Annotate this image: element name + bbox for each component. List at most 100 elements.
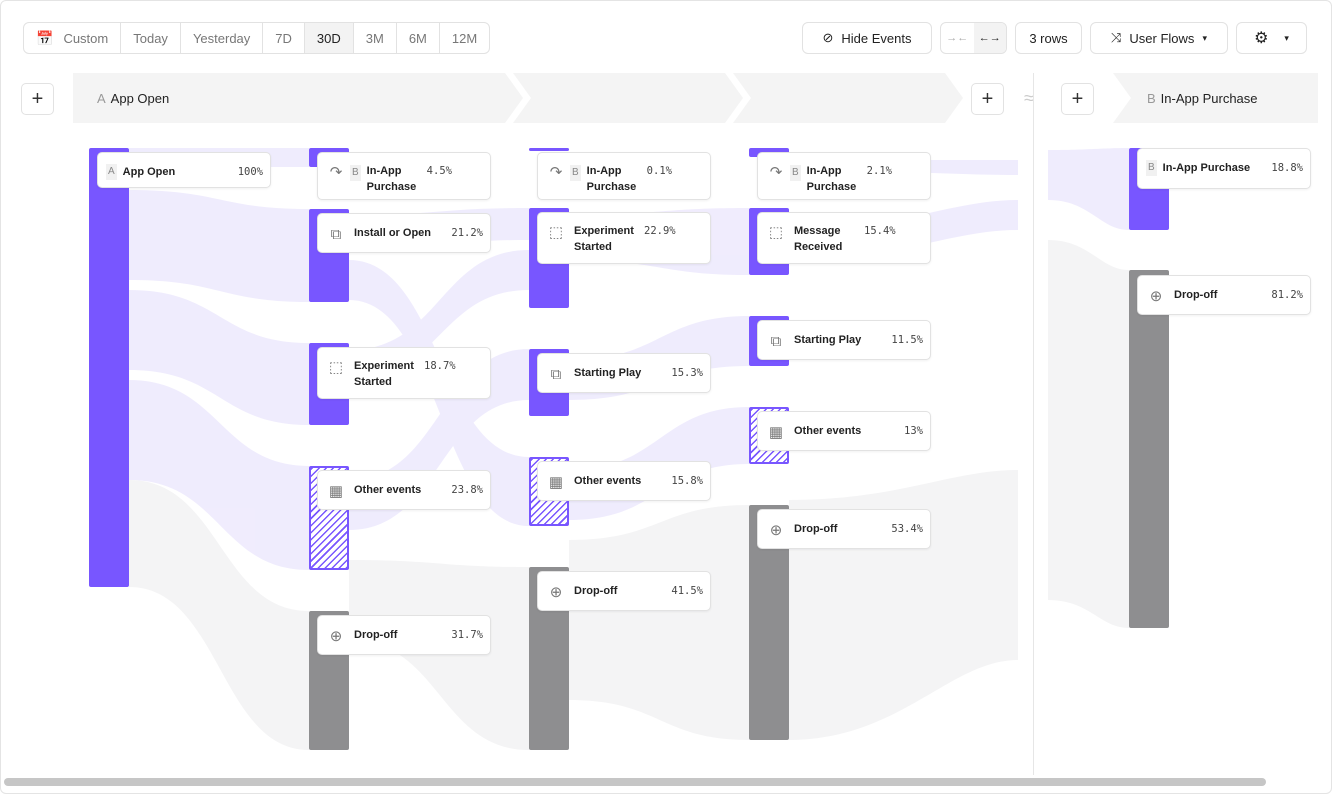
node-label: In-App Purchase — [366, 165, 417, 193]
dropoff-bar[interactable] — [1129, 270, 1169, 628]
node-label: Other events — [574, 475, 642, 487]
node-card[interactable]: ▦ Other events 13% — [757, 411, 931, 451]
node-card[interactable]: ▦ Other events 15.8% — [537, 461, 711, 501]
date-range-today[interactable]: Today — [121, 23, 181, 53]
cursor-click-icon: ⬚ — [328, 359, 344, 376]
copy-icon: ⧉ — [330, 226, 342, 243]
date-range-7d[interactable]: 7D — [263, 23, 305, 53]
node-percent: 21.2% — [451, 227, 483, 239]
date-range-3m[interactable]: 3M — [354, 23, 397, 53]
node-card[interactable]: ⬚ Message Received 15.4% — [757, 212, 931, 264]
node-card[interactable]: ⧉ Starting Play 11.5% — [757, 320, 931, 360]
node-card[interactable]: ↷ B In-App Purchase 0.1% — [537, 152, 711, 200]
node-label: Drop-off — [354, 629, 398, 641]
node-percent: 41.5% — [671, 585, 703, 597]
collapse-icon[interactable]: →← — [946, 32, 969, 44]
grid-icon: ▦ — [328, 483, 344, 500]
add-step-before-button[interactable]: + — [21, 83, 54, 115]
node-card[interactable]: ↷ B In-App Purchase 2.1% — [757, 152, 931, 200]
node-label: Experiment Started — [354, 360, 414, 388]
arrow-down-circle-icon: ⊕ — [549, 584, 563, 601]
node-percent: 81.2% — [1271, 289, 1303, 301]
cursor-click-icon: ⬚ — [768, 224, 784, 241]
node-card[interactable]: ↷ B In-App Purchase 4.5% — [317, 152, 491, 200]
step-header-empty — [513, 73, 743, 123]
node-percent: 15.8% — [671, 475, 703, 487]
node-label: Message Received — [794, 225, 843, 253]
dropoff-link[interactable] — [129, 480, 309, 750]
step-letter-badge: A — [106, 164, 117, 180]
node-card[interactable]: A App Open 100% — [97, 152, 271, 188]
flow-link[interactable] — [1048, 148, 1129, 230]
node-card[interactable]: ⧉ Starting Play 15.3% — [537, 353, 711, 393]
date-range-selector[interactable]: 📅 Custom Today Yesterday 7D 30D 3M 6M 12M — [23, 22, 491, 54]
redirect-icon: ↷ — [769, 164, 783, 181]
date-range-30d[interactable]: 30D — [304, 23, 354, 53]
gap-divider — [1033, 73, 1034, 775]
node-percent: 0.1% — [646, 165, 672, 177]
view-selector[interactable]: ⤨ User Flows ▾ — [1090, 22, 1228, 54]
add-step-button[interactable]: + — [971, 83, 1004, 115]
cursor-click-icon: ⬚ — [548, 224, 564, 241]
dropoff-link[interactable] — [349, 560, 529, 750]
step-b-label[interactable]: B In-App Purchase — [1147, 91, 1258, 106]
chart-icon: ⤨ — [1111, 30, 1122, 45]
node-label: In-App Purchase — [806, 165, 857, 193]
node-percent: 11.5% — [891, 334, 923, 346]
node-card[interactable]: ▦ Other events 23.8% — [317, 470, 491, 510]
node-label: Starting Play — [794, 334, 862, 346]
step-letter-badge: B — [1146, 160, 1157, 176]
node-label: In-App Purchase — [1162, 162, 1251, 174]
event-bar[interactable] — [529, 148, 569, 151]
step-a-label[interactable]: A App Open — [97, 91, 170, 106]
node-percent: 2.1% — [866, 165, 892, 177]
node-label: App Open — [122, 166, 176, 178]
node-label: In-App Purchase — [586, 165, 637, 193]
node-card[interactable]: ⊕ Drop-off 31.7% — [317, 615, 491, 655]
horizontal-scrollbar[interactable] — [4, 778, 1266, 786]
copy-icon: ⧉ — [770, 333, 782, 350]
node-percent: 4.5% — [426, 165, 452, 177]
step-letter-badge: B — [570, 165, 581, 181]
node-card[interactable]: ⊕ Drop-off 53.4% — [757, 509, 931, 549]
step-header-b — [1113, 73, 1318, 123]
expand-icon[interactable]: ←→ — [973, 23, 1006, 53]
node-label: Install or Open — [354, 227, 432, 239]
settings-button[interactable]: ⚙ ▾ — [1236, 22, 1307, 54]
node-label: Other events — [794, 425, 862, 437]
date-range-6m[interactable]: 6M — [397, 23, 440, 53]
date-range-custom[interactable]: 📅 Custom — [24, 23, 122, 53]
flow-link[interactable] — [129, 380, 309, 570]
node-percent: 15.3% — [671, 367, 703, 379]
date-range-12m[interactable]: 12M — [451, 30, 478, 46]
flow-link[interactable] — [129, 290, 309, 425]
node-percent: 100% — [237, 166, 263, 178]
node-percent: 15.4% — [864, 225, 896, 237]
step-header-empty — [733, 73, 963, 123]
step-header-empty — [293, 73, 523, 123]
hide-events-button[interactable]: ⊘ Hide Events — [802, 22, 932, 54]
event-bar[interactable] — [89, 148, 129, 587]
grid-icon: ▦ — [548, 474, 564, 491]
node-card[interactable]: B In-App Purchase 18.8% — [1137, 148, 1311, 189]
dropoff-link[interactable] — [569, 505, 749, 740]
node-percent: 18.7% — [424, 360, 456, 372]
add-step-before-b-button[interactable]: + — [1061, 83, 1094, 115]
node-card[interactable]: ⬚ Experiment Started 18.7% — [317, 347, 491, 399]
node-label: Drop-off — [1174, 289, 1218, 301]
redirect-icon: ↷ — [549, 164, 563, 181]
gear-icon: ⚙ — [1254, 30, 1269, 47]
node-card[interactable]: ⧉ Install or Open 21.2% — [317, 213, 491, 253]
calendar-icon: 📅 — [36, 29, 54, 46]
date-range-yesterday[interactable]: Yesterday — [181, 23, 264, 53]
dropoff-link[interactable] — [1048, 240, 1129, 628]
redirect-icon: ↷ — [329, 164, 343, 181]
arrow-down-circle-icon: ⊕ — [329, 628, 343, 645]
expand-collapse-toggle[interactable]: →← ←→ — [940, 22, 1007, 54]
flow-link[interactable] — [129, 190, 309, 302]
node-card[interactable]: ⬚ Experiment Started 22.9% — [537, 212, 711, 264]
rows-button[interactable]: 3 rows — [1015, 22, 1082, 54]
node-card[interactable]: ⊕ Drop-off 41.5% — [537, 571, 711, 611]
node-card[interactable]: ⊕ Drop-off 81.2% — [1137, 275, 1311, 315]
arrow-down-circle-icon: ⊕ — [1149, 288, 1163, 305]
